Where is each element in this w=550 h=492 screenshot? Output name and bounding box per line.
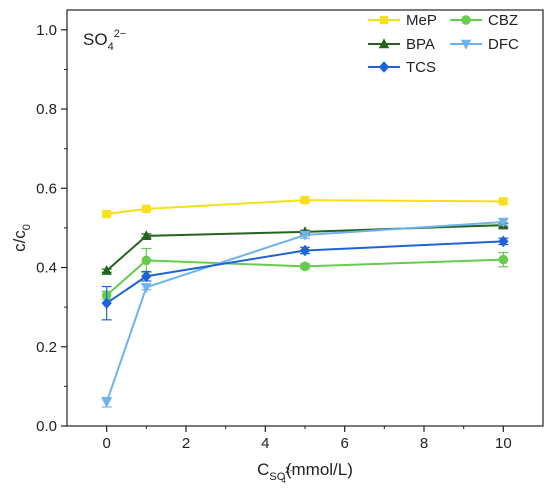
- point-dfc-1: [141, 283, 152, 294]
- x-axis-title: CSO2-4(mmol/L): [257, 460, 353, 485]
- x-axis-title-subsup: 2-: [285, 466, 292, 475]
- x-tick-label-0: 0: [102, 435, 110, 452]
- series-layer: [101, 195, 509, 408]
- x-tick-label-4: 4: [261, 435, 269, 452]
- y-tick-label-4: 0.8: [36, 101, 57, 118]
- y-tick-label-3: 0.6: [36, 180, 57, 197]
- line-tcs: [106, 240, 504, 305]
- y-tick-label-5: 1.0: [36, 22, 57, 39]
- x-tick-label-6: 6: [340, 435, 348, 452]
- panel-annotation: SO42−: [83, 28, 126, 53]
- point-dfc-0: [101, 398, 112, 408]
- annotation-sup: 2−: [114, 28, 127, 40]
- point-cbz-3: [498, 254, 509, 265]
- y-tick-label-2: 0.4: [36, 260, 57, 277]
- legend-item-mep: MeP: [368, 12, 437, 29]
- point-mep-2: [300, 195, 310, 205]
- annotation-base: SO: [83, 30, 108, 49]
- x-axis-title-base: C: [257, 460, 269, 479]
- legend-label-dfc: DFC: [488, 36, 519, 53]
- x-tick-label-8: 8: [420, 435, 428, 452]
- x-tick-label-2: 2: [182, 435, 190, 452]
- point-mep-1: [142, 204, 151, 214]
- point-cbz-1: [141, 255, 152, 266]
- legend-label-tcs: TCS: [406, 59, 436, 76]
- legend: MeP CBZ BPA DFC TCS: [368, 12, 519, 76]
- series-mep: [101, 195, 509, 219]
- y-axis-title-base: c/c: [10, 230, 29, 252]
- point-mep-3: [499, 197, 508, 206]
- point-cbz-2: [300, 261, 310, 272]
- legend-marker-bpa: [378, 38, 390, 49]
- series-tcs: [101, 235, 509, 321]
- y-tick-label-0: 0.0: [36, 418, 57, 435]
- legend-item-tcs: TCS: [368, 59, 436, 76]
- line-dfc: [105, 220, 504, 403]
- legend-label-mep: MeP: [406, 12, 437, 29]
- legend-marker-mep: [379, 15, 389, 25]
- legend-marker-cbz: [461, 15, 471, 25]
- line-mep: [106, 199, 504, 216]
- y-axis-title: c/c0: [10, 224, 33, 252]
- point-mep-0: [102, 209, 111, 219]
- point-bpa-0: [101, 264, 112, 275]
- legend-label-cbz: CBZ: [488, 12, 518, 29]
- point-tcs-0: [101, 297, 112, 309]
- legend-item-cbz: CBZ: [450, 12, 518, 29]
- plot-frame: [66, 9, 544, 427]
- legend-item-bpa: BPA: [368, 36, 435, 53]
- annotation-sub: 4: [108, 41, 114, 53]
- x-axis-title-rest: (mmol/L): [286, 460, 353, 479]
- series-dfc: [101, 217, 509, 408]
- point-tcs-2: [299, 244, 311, 257]
- y-tick-label-1: 0.2: [36, 339, 57, 356]
- point-tcs-1: [141, 270, 152, 282]
- y-axis-title-sub: 0: [21, 224, 33, 230]
- legend-marker-dfc: [460, 39, 472, 50]
- point-bpa-1: [141, 230, 152, 241]
- point-dfc-2: [299, 230, 311, 241]
- x-axis-title-sub: SO: [269, 471, 285, 483]
- ticks: 0 2 4 6 8 10 0.0 0.2 0.4 0.6 0.8 1.0: [36, 22, 512, 452]
- point-tcs-3: [498, 235, 509, 248]
- x-tick-label-10: 10: [495, 435, 512, 452]
- legend-label-bpa: BPA: [406, 36, 435, 53]
- legend-marker-tcs: [378, 61, 390, 73]
- legend-item-dfc: DFC: [450, 36, 519, 53]
- point-dfc-3: [498, 217, 509, 228]
- x-axis-title-subsub: 4: [281, 476, 286, 485]
